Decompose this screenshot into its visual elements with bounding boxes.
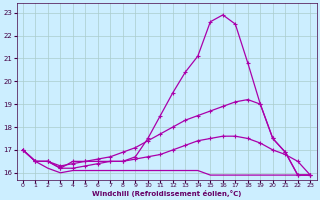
X-axis label: Windchill (Refroidissement éolien,°C): Windchill (Refroidissement éolien,°C) <box>92 190 241 197</box>
